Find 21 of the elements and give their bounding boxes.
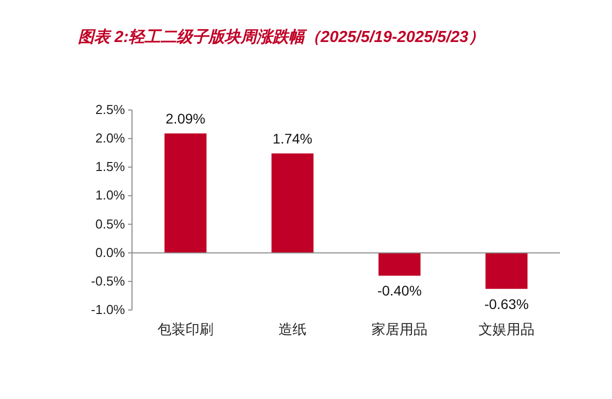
bar (164, 133, 206, 253)
x-tick-label: 文娱用品 (478, 322, 534, 338)
x-tick-label: 包装印刷 (158, 322, 214, 338)
data-label: -0.63% (484, 296, 529, 312)
bar (486, 252, 528, 289)
y-tick-label: 0.0% (95, 244, 126, 260)
y-tick-label: -0.5% (91, 273, 126, 288)
y-tick-label: 2.0% (95, 130, 126, 146)
data-label: 1.74% (272, 130, 312, 146)
data-label: -0.40% (377, 282, 422, 299)
y-tick-label: 1.5% (95, 159, 126, 174)
y-tick-label: 2.5% (95, 102, 126, 117)
y-tick-label: 0.5% (95, 216, 126, 232)
x-tick-label: 造纸 (278, 322, 306, 338)
y-tick-label: -1.0% (91, 302, 126, 317)
y-tick-label: 1.0% (95, 188, 126, 203)
x-tick-label: 家居用品 (372, 322, 428, 338)
bar (272, 153, 314, 253)
chart-title: 图表 2:轻工二级子版块周涨跌幅（2025/5/19-2025/5/23） (78, 28, 484, 46)
data-label: 2.09% (166, 110, 206, 126)
bar (378, 252, 420, 276)
